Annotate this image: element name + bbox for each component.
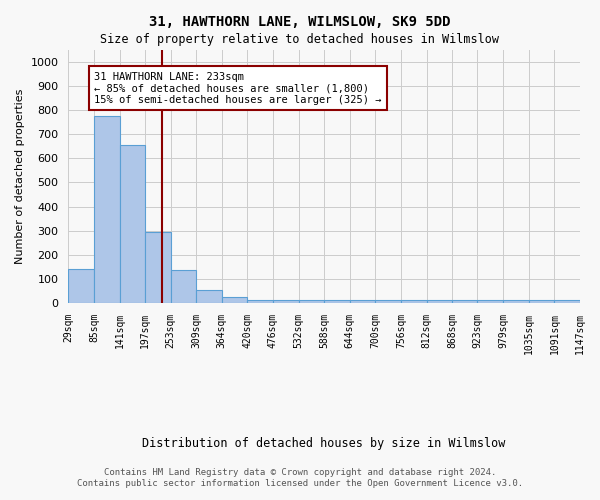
Bar [171,270,196,303]
Text: 31 HAWTHORN LANE: 233sqm
← 85% of detached houses are smaller (1,800)
15% of sem: 31 HAWTHORN LANE: 233sqm ← 85% of detach… [94,72,382,105]
Text: Contains HM Land Registry data © Crown copyright and database right 2024.
Contai: Contains HM Land Registry data © Crown c… [77,468,523,487]
Bar [376,300,401,303]
Bar [119,145,145,303]
Bar [554,300,580,303]
Bar [503,300,529,303]
Bar [401,300,427,303]
Bar [94,116,119,303]
Bar [273,300,299,303]
Bar [427,300,452,303]
Bar [324,300,350,303]
Y-axis label: Number of detached properties: Number of detached properties [15,88,25,264]
Bar [478,300,503,303]
Bar [196,290,221,303]
Bar [452,300,478,303]
Text: Size of property relative to detached houses in Wilmslow: Size of property relative to detached ho… [101,32,499,46]
Bar [299,300,324,303]
X-axis label: Distribution of detached houses by size in Wilmslow: Distribution of detached houses by size … [142,437,506,450]
Bar [145,232,171,303]
Bar [529,300,554,303]
Bar [350,300,376,303]
Bar [247,300,273,303]
Text: 31, HAWTHORN LANE, WILMSLOW, SK9 5DD: 31, HAWTHORN LANE, WILMSLOW, SK9 5DD [149,15,451,29]
Bar [68,269,94,303]
Bar [221,297,247,303]
